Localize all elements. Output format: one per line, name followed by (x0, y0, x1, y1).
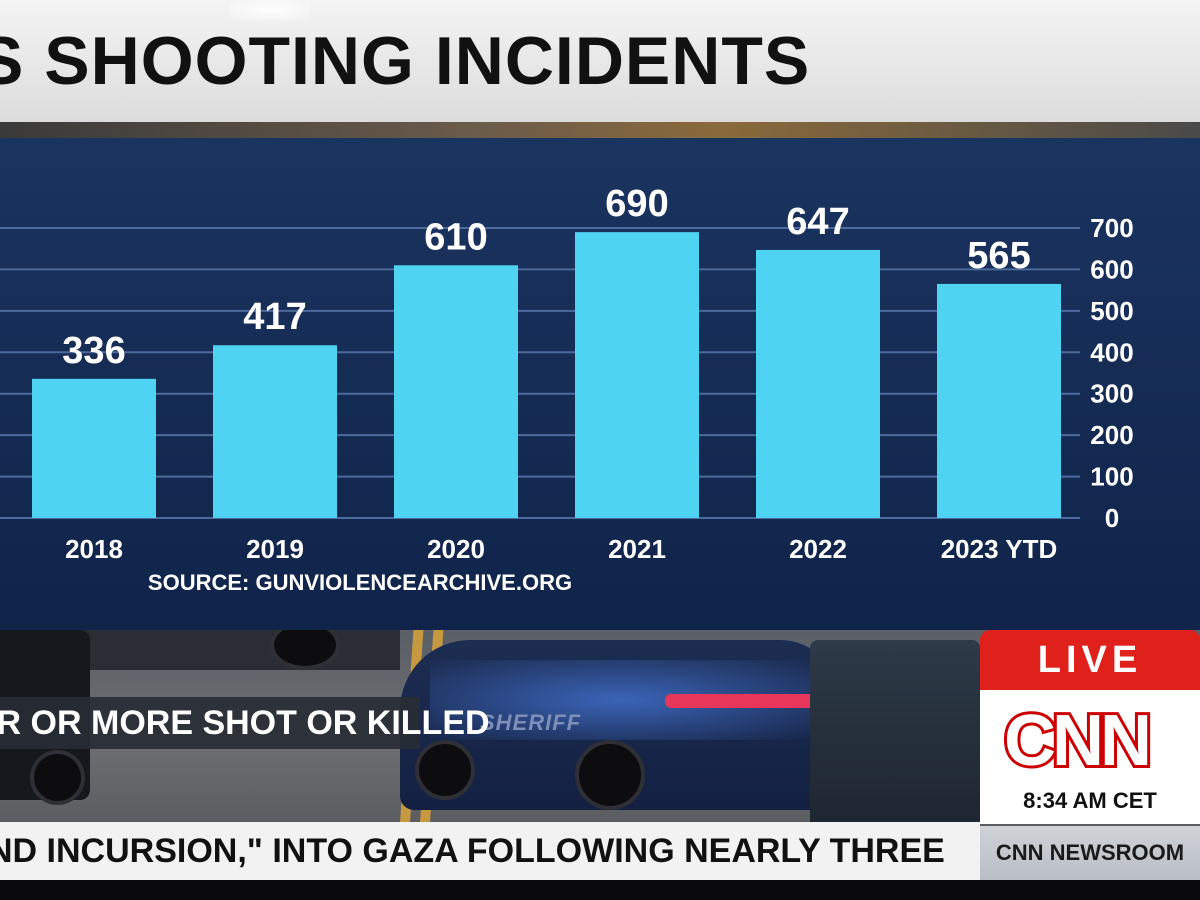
y-tick-label: 100 (1090, 462, 1133, 492)
data-label: 690 (605, 183, 668, 225)
data-label: 336 (62, 330, 125, 372)
data-label: 647 (786, 201, 849, 243)
x-tick-label: 2022 (789, 534, 847, 564)
chart-panel: 0 100 200 300 400 500 600 700 336 2018 417 2019 610 2… (0, 138, 1200, 630)
bar (756, 249, 880, 518)
program-name: CNN NEWSROOM (995, 840, 1185, 865)
y-tick-label: 400 (1090, 337, 1133, 367)
bar-chart: 0 100 200 300 400 500 600 700 336 2018 417 2019 610 2… (0, 183, 1134, 595)
y-tick-label: 0 (1105, 503, 1119, 533)
y-tick-label: 300 (1090, 379, 1133, 409)
cnn-logo: CNN (1001, 698, 1155, 784)
y-tick-label: 600 (1090, 254, 1133, 284)
network-bug: CNN 8:34 AM CET (980, 690, 1200, 824)
y-tick-label: 200 (1090, 420, 1133, 450)
program-name-box: CNN NEWSROOM (980, 826, 1200, 880)
bar (32, 378, 156, 518)
chart-title: S SHOOTING INCIDENTS (0, 23, 811, 99)
screen-glare (230, 0, 310, 20)
x-tick-label: 2021 (608, 534, 666, 564)
vehicle-wheel (575, 740, 645, 810)
data-label: 610 (424, 216, 487, 258)
chart-source: SOURCE: GUNVIOLENCEARCHIVE.ORG (148, 570, 572, 595)
caption-text: UR OR MORE SHOT OR KILLED (0, 703, 490, 742)
bar (394, 265, 518, 518)
bar (937, 283, 1061, 518)
background-scene-strip (0, 122, 1200, 138)
x-tick-label: 2020 (427, 534, 485, 564)
clock: 8:34 AM CET (1023, 788, 1157, 813)
news-ticker: ND INCURSION," INTO GAZA FOLLOWING NEARL… (0, 822, 980, 880)
vehicle-wheel (415, 740, 475, 800)
vehicle-wheel (270, 630, 340, 670)
headline-banner: S SHOOTING INCIDENTS (0, 0, 1200, 122)
sheriff-marking: SHERIFF (480, 710, 582, 735)
vehicle-wheel (30, 750, 85, 805)
lower-third-caption: UR OR MORE SHOT OR KILLED (0, 697, 490, 749)
y-tick-label: 500 (1090, 296, 1133, 326)
x-tick-label: 2018 (65, 534, 123, 564)
data-label: 565 (967, 235, 1030, 277)
data-label: 417 (243, 296, 306, 338)
tail-light (665, 694, 815, 708)
live-badge: LIVE (980, 630, 1200, 690)
x-tick-label: 2019 (246, 534, 304, 564)
ticker-text: ND INCURSION," INTO GAZA FOLLOWING NEARL… (0, 831, 945, 870)
parked-vehicle (80, 630, 400, 670)
bar (213, 345, 337, 518)
live-label: LIVE (1037, 638, 1143, 681)
y-tick-label: 700 (1090, 213, 1133, 243)
pickup-truck (810, 640, 980, 830)
screen-bezel (0, 880, 1200, 900)
bar (575, 232, 699, 518)
x-tick-label: 2023 YTD (941, 534, 1058, 564)
